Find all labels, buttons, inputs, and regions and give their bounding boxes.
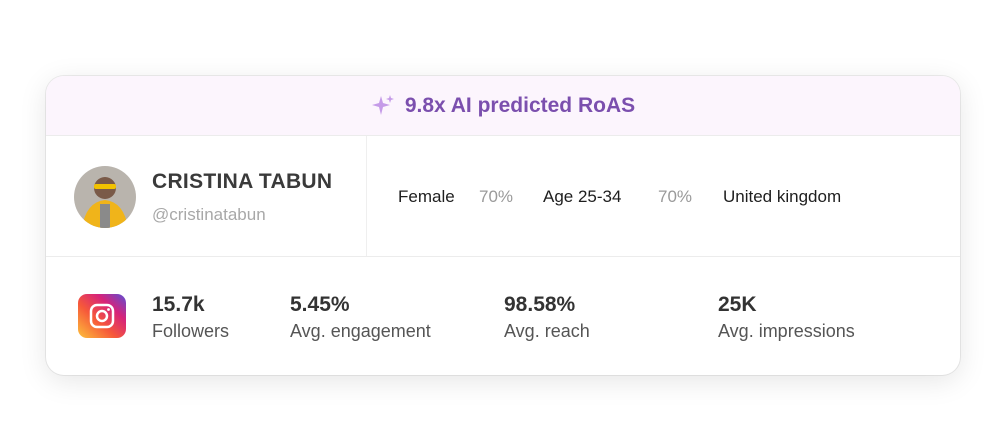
audience-value: 70% [479,187,514,206]
banner: 9.8x AI predicted RoAS [46,76,960,136]
audience-label: Female [398,187,455,206]
avatar [74,166,136,228]
stat-label: Avg. engagement [290,321,431,341]
profile-name: CRISTINA TABUN [152,170,333,193]
stat-value: 5.45% [290,293,350,316]
profile-handle: @cristinatabun [152,205,266,224]
stat-label: Avg. impressions [718,321,855,341]
stat-value: 15.7k [152,293,205,316]
audience-label: United kingdom [723,187,842,206]
stat-label: Avg. reach [504,321,590,341]
audience-value: 70% [658,187,693,206]
audience-label: Age 25-34 [543,187,622,206]
stat-value: 98.58% [504,293,576,316]
divider [46,256,960,257]
stat-value: 25K [718,293,757,316]
stat-label: Followers [152,321,230,341]
instagram-icon [78,294,126,338]
divider [366,136,367,256]
banner-text: 9.8x AI predicted RoAS [404,93,636,117]
sparkle-icon [371,94,394,115]
influencer-card: 9.8x AI predicted RoAS CRISTINA TABUN @c… [46,76,960,375]
